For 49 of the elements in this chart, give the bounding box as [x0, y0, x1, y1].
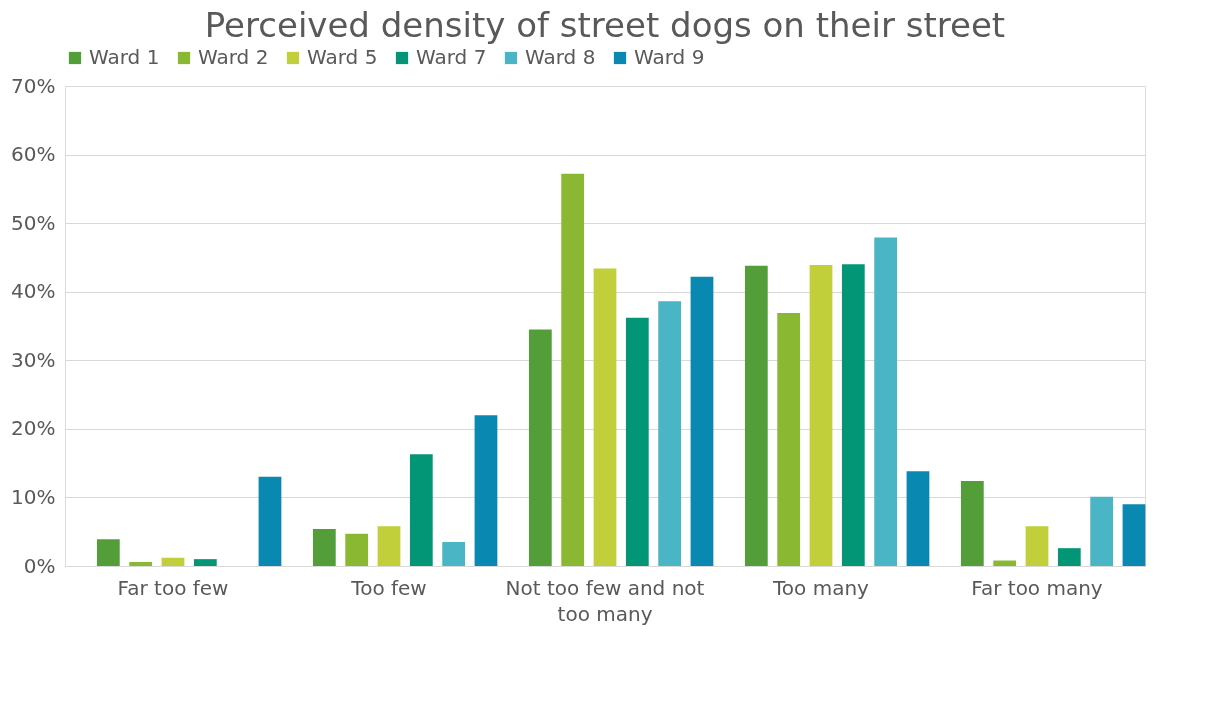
- bar: [690, 276, 714, 566]
- y-tick-label: 0%: [23, 553, 56, 578]
- bar: [809, 264, 833, 566]
- chart-title: Perceived density of street dogs on their street: [204, 5, 1006, 45]
- legend-label: Ward 1: [89, 45, 160, 69]
- x-tick-label: Too many: [772, 575, 870, 600]
- bar: [593, 268, 617, 566]
- y-tick-label: 20%: [11, 416, 56, 441]
- y-tick-label: 70%: [11, 73, 56, 98]
- bar: [312, 528, 336, 566]
- bar: [1025, 526, 1049, 566]
- bar: [841, 264, 865, 566]
- bar: [474, 415, 498, 566]
- legend-label: Ward 9: [634, 45, 705, 69]
- x-tick-label: Not too few and not too many: [505, 575, 705, 626]
- bar: [129, 561, 153, 566]
- bar: [658, 301, 682, 566]
- x-tick-label: Far too many: [971, 575, 1103, 600]
- bar: [625, 317, 649, 566]
- bar: [777, 312, 801, 566]
- bar: [561, 173, 585, 566]
- bar: [1090, 496, 1114, 566]
- y-tick-label: 10%: [11, 484, 56, 509]
- bar: [96, 539, 120, 566]
- legend-label: Ward 7: [416, 45, 487, 69]
- bar: [960, 480, 984, 566]
- bar: [377, 526, 401, 566]
- bar: [1122, 504, 1146, 566]
- bar: [193, 559, 217, 566]
- y-tick-label: 40%: [11, 279, 56, 304]
- legend-label: Ward 8: [525, 45, 596, 69]
- x-tick-label: Too few: [350, 575, 427, 600]
- y-tick-label: 50%: [11, 210, 56, 235]
- bar: [161, 557, 185, 566]
- bar: [1057, 548, 1081, 566]
- bar: [345, 533, 369, 566]
- bar: [442, 542, 466, 566]
- bar: [993, 560, 1017, 566]
- bar: [744, 265, 768, 566]
- legend-label: Ward 2: [198, 45, 269, 69]
- legend-label: Ward 5: [307, 45, 378, 69]
- y-tick-label: 60%: [11, 142, 56, 167]
- bar: [409, 454, 433, 566]
- y-tick-label: 30%: [11, 347, 56, 372]
- bar: [906, 471, 930, 566]
- bar: [258, 476, 282, 566]
- bar: [874, 237, 898, 566]
- x-tick-label: Far too few: [117, 575, 229, 600]
- bar: [528, 329, 552, 566]
